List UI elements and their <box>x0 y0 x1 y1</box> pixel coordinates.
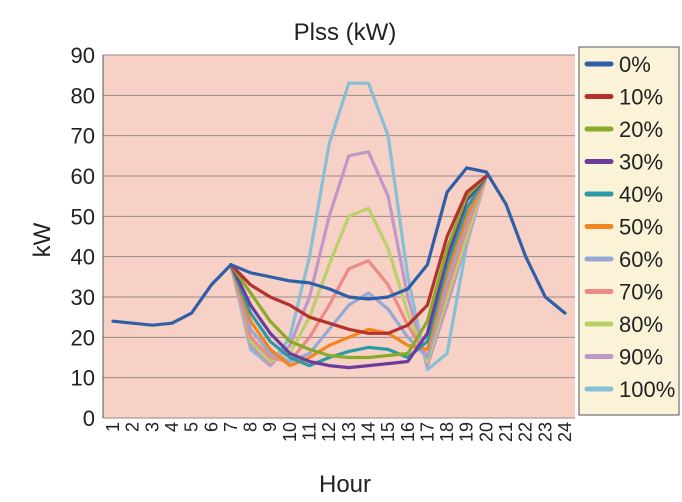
x-tick-label: 18 <box>437 422 457 442</box>
x-tick-label: 22 <box>516 422 536 442</box>
series-line-10pct <box>229 174 488 335</box>
y-tick-label: 30 <box>71 285 95 310</box>
legend-label: 60% <box>619 247 663 272</box>
x-tick-label: 4 <box>162 422 182 432</box>
x-axis-label: Hour <box>319 471 371 498</box>
x-tick-label: 8 <box>241 422 261 432</box>
x-tick-label: 6 <box>201 422 221 432</box>
x-tick-label: 1 <box>103 422 123 432</box>
legend-label: 30% <box>619 150 663 175</box>
legend-label: 80% <box>619 312 663 337</box>
x-tick-label: 10 <box>280 422 300 442</box>
legend-label: 20% <box>619 117 663 142</box>
y-tick-label: 80 <box>71 83 95 108</box>
series-line-70pct <box>229 174 488 364</box>
x-tick-label: 14 <box>358 422 378 442</box>
y-axis-ticks: 0 10 20 30 40 50 60 70 80 90 <box>71 43 95 431</box>
x-tick-label: 23 <box>535 422 555 442</box>
x-tick-label: 15 <box>378 422 398 442</box>
y-tick-label: 20 <box>71 325 95 350</box>
y-tick-label: 60 <box>71 164 95 189</box>
x-tick-label: 19 <box>457 422 477 442</box>
legend-label: 70% <box>619 280 663 305</box>
legend-label: 100% <box>619 377 675 402</box>
legend-label: 0% <box>619 52 651 77</box>
legend-label: 50% <box>619 215 663 240</box>
series-line-30pct <box>229 174 488 370</box>
series-line-80pct <box>229 174 488 364</box>
legend-label: 90% <box>619 345 663 370</box>
y-tick-label: 0 <box>83 406 95 431</box>
y-tick-label: 90 <box>71 43 95 68</box>
x-tick-label: 3 <box>142 422 162 432</box>
x-tick-label: 12 <box>319 422 339 442</box>
legend: 0% 10% 20% 30% 40% 50% 60% 70% 80% 90% 100% <box>578 46 680 416</box>
series-line-0pct <box>111 166 567 327</box>
y-tick-label: 10 <box>71 366 95 391</box>
series-line-20pct <box>229 174 488 360</box>
legend-label: 40% <box>619 182 663 207</box>
legend-box <box>578 46 680 416</box>
x-tick-label: 24 <box>555 422 575 442</box>
x-tick-label: 20 <box>476 422 496 442</box>
y-tick-label: 70 <box>71 124 95 149</box>
y-tick-label: 40 <box>71 245 95 270</box>
x-axis-ticks: 1 2 3 4 5 6 7 8 9 10 11 12 13 14 15 16 17 18 19 20 21 22 23 24 <box>103 422 575 442</box>
chart-title: Plss (kW) <box>294 19 397 46</box>
gridlines <box>102 54 575 419</box>
x-tick-label: 16 <box>398 422 418 442</box>
series-lines <box>111 81 567 372</box>
x-tick-label: 2 <box>123 422 143 432</box>
x-tick-label: 21 <box>496 422 516 442</box>
series-line-90pct <box>229 150 488 368</box>
x-tick-label: 9 <box>260 422 280 432</box>
y-tick-label: 50 <box>71 204 95 229</box>
series-line-50pct <box>229 174 488 368</box>
x-tick-label: 13 <box>339 422 359 442</box>
y-axis-label: kW <box>29 222 56 257</box>
legend-label: 10% <box>619 85 663 110</box>
x-tick-label: 17 <box>417 422 437 442</box>
x-tick-label: 11 <box>300 422 320 441</box>
series-line-40pct <box>229 174 488 368</box>
x-tick-label: 7 <box>221 422 241 432</box>
x-tick-label: 5 <box>182 422 202 432</box>
